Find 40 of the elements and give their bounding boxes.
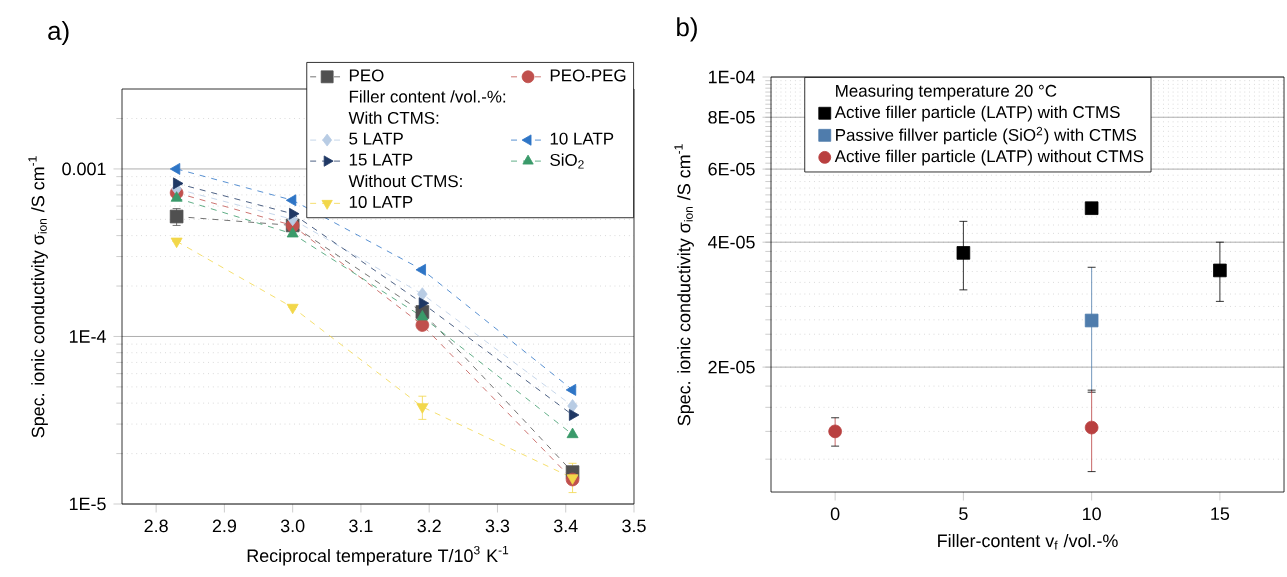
y-tick-label: 0.001 [62, 162, 106, 176]
legend-label: PEO-PEG [550, 69, 626, 82]
y-tick-label: 1E-4 [69, 330, 106, 343]
y-tick-label: 8E-05 [708, 110, 755, 124]
x-tick-label: 10 [1083, 507, 1101, 521]
legend-label: PEO [349, 69, 384, 82]
x-tick-label: 3.3 [485, 519, 510, 533]
x-tick-label: 5 [959, 507, 968, 521]
x-axis-title: Reciprocal temperature T/10$^{3}$ K$^{-1}$ [247, 545, 509, 566]
annotation: Without CTMS: [348, 174, 462, 188]
x-tick-label: 2.8 [144, 519, 168, 533]
legend-label: 5 LATP [349, 132, 403, 145]
legend-title: Measuring temperature 20 °C [836, 84, 1057, 101]
x-tick-label: 3.2 [417, 519, 441, 533]
y-tick-label: 1E-5 [69, 497, 106, 511]
legend-label: Active filler particle (LATP) with CTMS [834, 105, 1120, 122]
legend-label: Passive fillver particle (SiO$^{2}$) with CTMS [836, 126, 1137, 145]
y-axis-title: Spec. ionic conductivity σ$_{ion}$ /S cm$^{-1}$ [28, 156, 48, 438]
y-tick-label: 1E-04 [708, 70, 755, 84]
x-tick-label: 0 [830, 507, 840, 521]
legend-title: Filler content /vol.-%: [349, 90, 506, 103]
x-tick-label: 2.9 [212, 519, 237, 533]
annotation: With CTMS: [348, 111, 439, 124]
x-tick-label: 3.4 [553, 519, 578, 533]
y-tick-label: 4E-05 [708, 235, 755, 249]
y-tick-label: 6E-05 [708, 162, 755, 176]
y-tick-label: 2E-05 [708, 360, 755, 374]
legend-label: Active filler particle (LATP) without CTMS [834, 149, 1144, 166]
legend-label: 10 LATP [550, 132, 614, 145]
x-axis-title: Filler-content v$_{f}$ /vol.-% [938, 533, 1118, 550]
x-tick-label: 3.1 [349, 519, 373, 533]
x-tick-label: 3.5 [622, 519, 646, 533]
chart-title: b) [677, 17, 697, 42]
x-tick-label: 15 [1211, 507, 1230, 521]
y-axis-title: Spec. ionic conductivity σ$_{ion}$ /S cm$^{-1}$ [674, 144, 694, 426]
legend-label: 15 LATP [349, 153, 413, 166]
x-tick-label: 3.0 [280, 519, 305, 533]
legend-label: 10 LATP [349, 195, 413, 208]
chart-title: a) [48, 20, 69, 46]
legend-label: SiO$_{2}$ [550, 153, 584, 169]
